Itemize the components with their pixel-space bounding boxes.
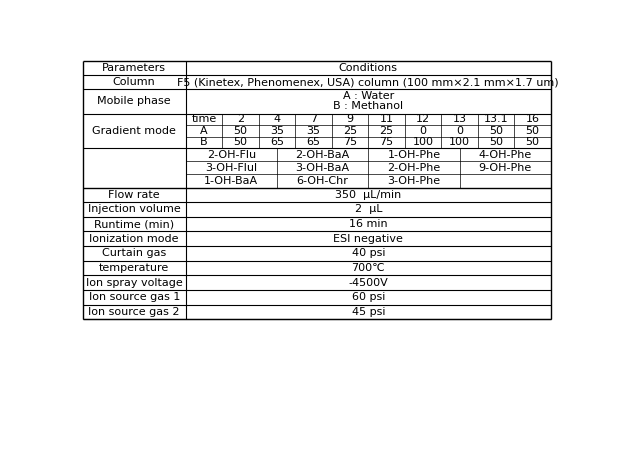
Text: 100: 100 [449, 138, 470, 147]
Text: 700℃: 700℃ [352, 263, 385, 273]
Text: 65: 65 [307, 138, 321, 147]
Text: 50: 50 [489, 126, 503, 136]
Text: 2-OH-Flu: 2-OH-Flu [207, 150, 256, 160]
Text: 45 psi: 45 psi [352, 307, 385, 317]
Text: 2-OH-BaA: 2-OH-BaA [295, 150, 350, 160]
Text: Runtime (min): Runtime (min) [94, 219, 174, 229]
Text: 2: 2 [237, 114, 244, 124]
Text: 0: 0 [456, 126, 463, 136]
Text: B: B [200, 138, 208, 147]
Text: Injection volume: Injection volume [88, 204, 180, 214]
Text: 1-OH-BaA: 1-OH-BaA [205, 176, 258, 186]
Text: 50: 50 [489, 138, 503, 147]
Text: A : Water: A : Water [342, 91, 394, 101]
Text: Ion spray voltage: Ion spray voltage [86, 278, 182, 288]
Text: 75: 75 [343, 138, 357, 147]
Text: 4-OH-Phe: 4-OH-Phe [478, 150, 531, 160]
Text: ESI negative: ESI negative [333, 234, 403, 244]
Text: 50: 50 [234, 138, 247, 147]
Text: Column: Column [113, 77, 156, 87]
Text: Ion source gas 2: Ion source gas 2 [88, 307, 180, 317]
Text: 16 min: 16 min [349, 219, 387, 229]
Text: Ion source gas 1: Ion source gas 1 [88, 292, 180, 302]
Text: 7: 7 [310, 114, 317, 124]
Text: Flow rate: Flow rate [108, 190, 160, 200]
Text: time: time [192, 114, 217, 124]
Text: 50: 50 [525, 126, 540, 136]
Text: 9-OH-Phe: 9-OH-Phe [478, 163, 531, 173]
Text: 3-OH-Phe: 3-OH-Phe [387, 176, 441, 186]
Text: 350  μL/min: 350 μL/min [335, 190, 401, 200]
Text: 4: 4 [273, 114, 281, 124]
Text: B : Methanol: B : Methanol [333, 101, 404, 111]
Text: 9: 9 [347, 114, 353, 124]
Text: -4500V: -4500V [349, 278, 388, 288]
Text: 25: 25 [379, 126, 394, 136]
Text: 6-OH-Chr: 6-OH-Chr [297, 176, 349, 186]
Text: 50: 50 [525, 138, 540, 147]
Text: 2-OH-Phe: 2-OH-Phe [387, 163, 441, 173]
Text: 25: 25 [343, 126, 357, 136]
Text: Gradient mode: Gradient mode [92, 126, 176, 136]
Text: 16: 16 [525, 114, 540, 124]
Text: 3-OH-Flul: 3-OH-Flul [205, 163, 258, 173]
Text: temperature: temperature [99, 263, 169, 273]
Text: 100: 100 [413, 138, 433, 147]
Text: 60 psi: 60 psi [352, 292, 385, 302]
Text: 50: 50 [234, 126, 247, 136]
Text: 75: 75 [379, 138, 394, 147]
Text: A: A [200, 126, 208, 136]
Text: Ionization mode: Ionization mode [90, 234, 179, 244]
Text: 0: 0 [420, 126, 426, 136]
Text: Conditions: Conditions [339, 63, 398, 73]
Text: 1-OH-Phe: 1-OH-Phe [387, 150, 441, 160]
Text: 13: 13 [452, 114, 467, 124]
Text: Curtain gas: Curtain gas [102, 248, 166, 258]
Text: 2  μL: 2 μL [355, 204, 382, 214]
Text: 35: 35 [307, 126, 321, 136]
Text: 35: 35 [270, 126, 284, 136]
Text: Mobile phase: Mobile phase [98, 96, 171, 106]
Text: 40 psi: 40 psi [352, 248, 385, 258]
Text: F5 (Kinetex, Phenomenex, USA) column (100 mm×2.1 mm×1.7 um): F5 (Kinetex, Phenomenex, USA) column (10… [177, 77, 559, 87]
Text: 11: 11 [379, 114, 394, 124]
Text: 3-OH-BaA: 3-OH-BaA [295, 163, 350, 173]
Text: 65: 65 [270, 138, 284, 147]
Text: 13.1: 13.1 [484, 114, 509, 124]
Text: 12: 12 [416, 114, 430, 124]
Text: Parameters: Parameters [102, 63, 166, 73]
